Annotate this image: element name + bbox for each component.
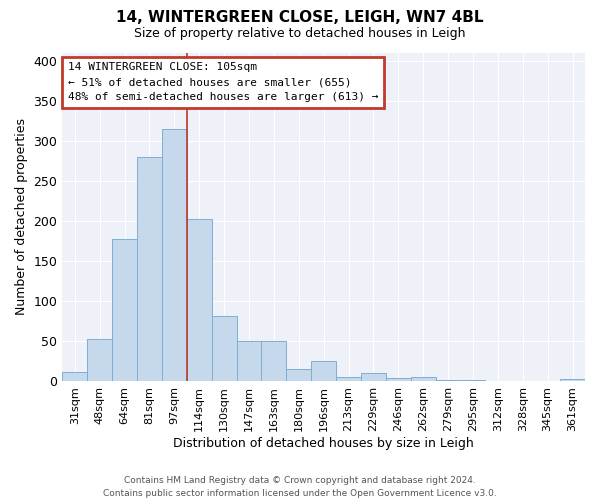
Bar <box>336 376 361 382</box>
X-axis label: Distribution of detached houses by size in Leigh: Distribution of detached houses by size … <box>173 437 474 450</box>
Bar <box>62 372 87 382</box>
Bar <box>162 128 187 382</box>
Bar <box>286 370 311 382</box>
Bar <box>436 380 461 382</box>
Bar <box>262 340 286 382</box>
Bar <box>560 379 585 382</box>
Bar <box>137 157 162 382</box>
Bar <box>511 380 535 382</box>
Bar <box>187 218 212 382</box>
Bar <box>411 376 436 382</box>
Bar <box>311 362 336 382</box>
Bar <box>212 316 236 382</box>
Bar <box>112 240 137 382</box>
Bar <box>461 380 485 382</box>
Bar <box>236 340 262 382</box>
Text: 14 WINTERGREEN CLOSE: 105sqm
← 51% of detached houses are smaller (655)
48% of s: 14 WINTERGREEN CLOSE: 105sqm ← 51% of de… <box>68 62 378 102</box>
Y-axis label: Number of detached properties: Number of detached properties <box>15 118 28 316</box>
Bar <box>87 339 112 382</box>
Bar <box>485 380 511 382</box>
Text: 14, WINTERGREEN CLOSE, LEIGH, WN7 4BL: 14, WINTERGREEN CLOSE, LEIGH, WN7 4BL <box>116 10 484 25</box>
Text: Size of property relative to detached houses in Leigh: Size of property relative to detached ho… <box>134 28 466 40</box>
Bar <box>386 378 411 382</box>
Text: Contains HM Land Registry data © Crown copyright and database right 2024.
Contai: Contains HM Land Registry data © Crown c… <box>103 476 497 498</box>
Bar <box>361 374 386 382</box>
Bar <box>535 380 560 382</box>
